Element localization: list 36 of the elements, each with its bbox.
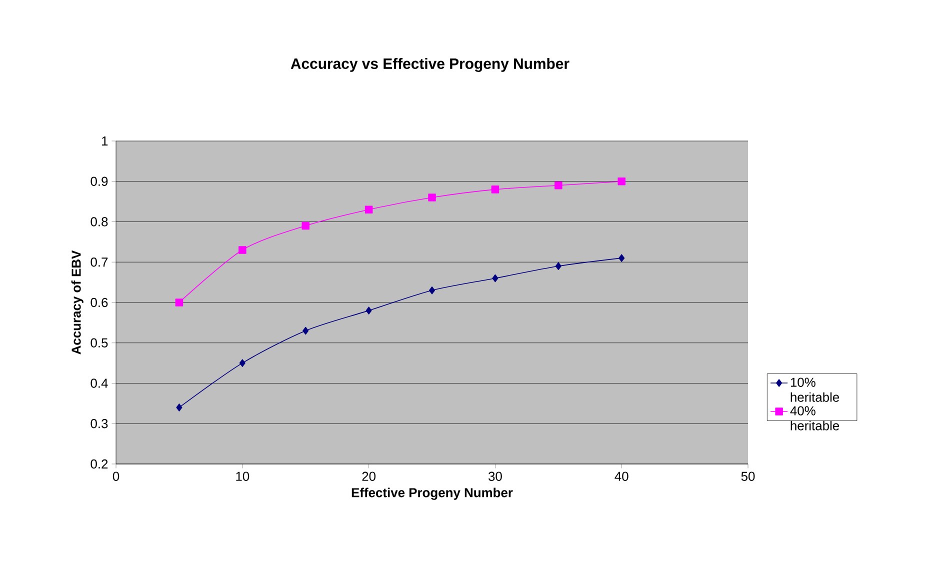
x-tick-label: 30	[488, 472, 502, 481]
point	[555, 262, 562, 270]
y-axis-title: Accuracy of EBV	[71, 250, 84, 354]
point	[302, 222, 310, 230]
x-tick-label: 20	[362, 472, 376, 481]
point	[364, 206, 373, 214]
legend-label: 10% heritable	[790, 378, 840, 402]
point	[618, 177, 626, 186]
point	[176, 404, 182, 412]
point	[175, 298, 184, 306]
point	[366, 306, 372, 314]
y-tick-label: 0.6	[90, 298, 108, 308]
point	[428, 194, 436, 202]
y-tick-label: 0.7	[90, 258, 108, 267]
point	[618, 254, 625, 262]
point	[554, 182, 562, 190]
point	[492, 274, 498, 282]
x-tick-label: 50	[741, 472, 755, 481]
legend-label: 40% heritable	[790, 406, 840, 430]
y-tick-label: 0.9	[90, 176, 108, 186]
point	[239, 359, 246, 367]
x-tick-label: 10	[236, 472, 250, 481]
point	[238, 246, 246, 254]
y-tick-label: 0.4	[90, 378, 108, 388]
point	[428, 286, 436, 294]
chart-title: Accuracy vs Effective Progeny Number	[290, 58, 570, 72]
y-tick-label: 0.2	[90, 459, 108, 469]
point	[491, 186, 500, 194]
y-tick-label: 0.3	[90, 419, 108, 428]
y-tick-label: 0.5	[90, 338, 108, 348]
x-tick-label: 0	[112, 472, 120, 481]
y-tick-label: 0.8	[90, 217, 108, 226]
x-tick-label: 40	[614, 472, 628, 481]
y-tick-label: 1	[102, 136, 108, 146]
x-axis-title: Effective Progeny Number	[352, 488, 513, 500]
point	[302, 326, 309, 335]
